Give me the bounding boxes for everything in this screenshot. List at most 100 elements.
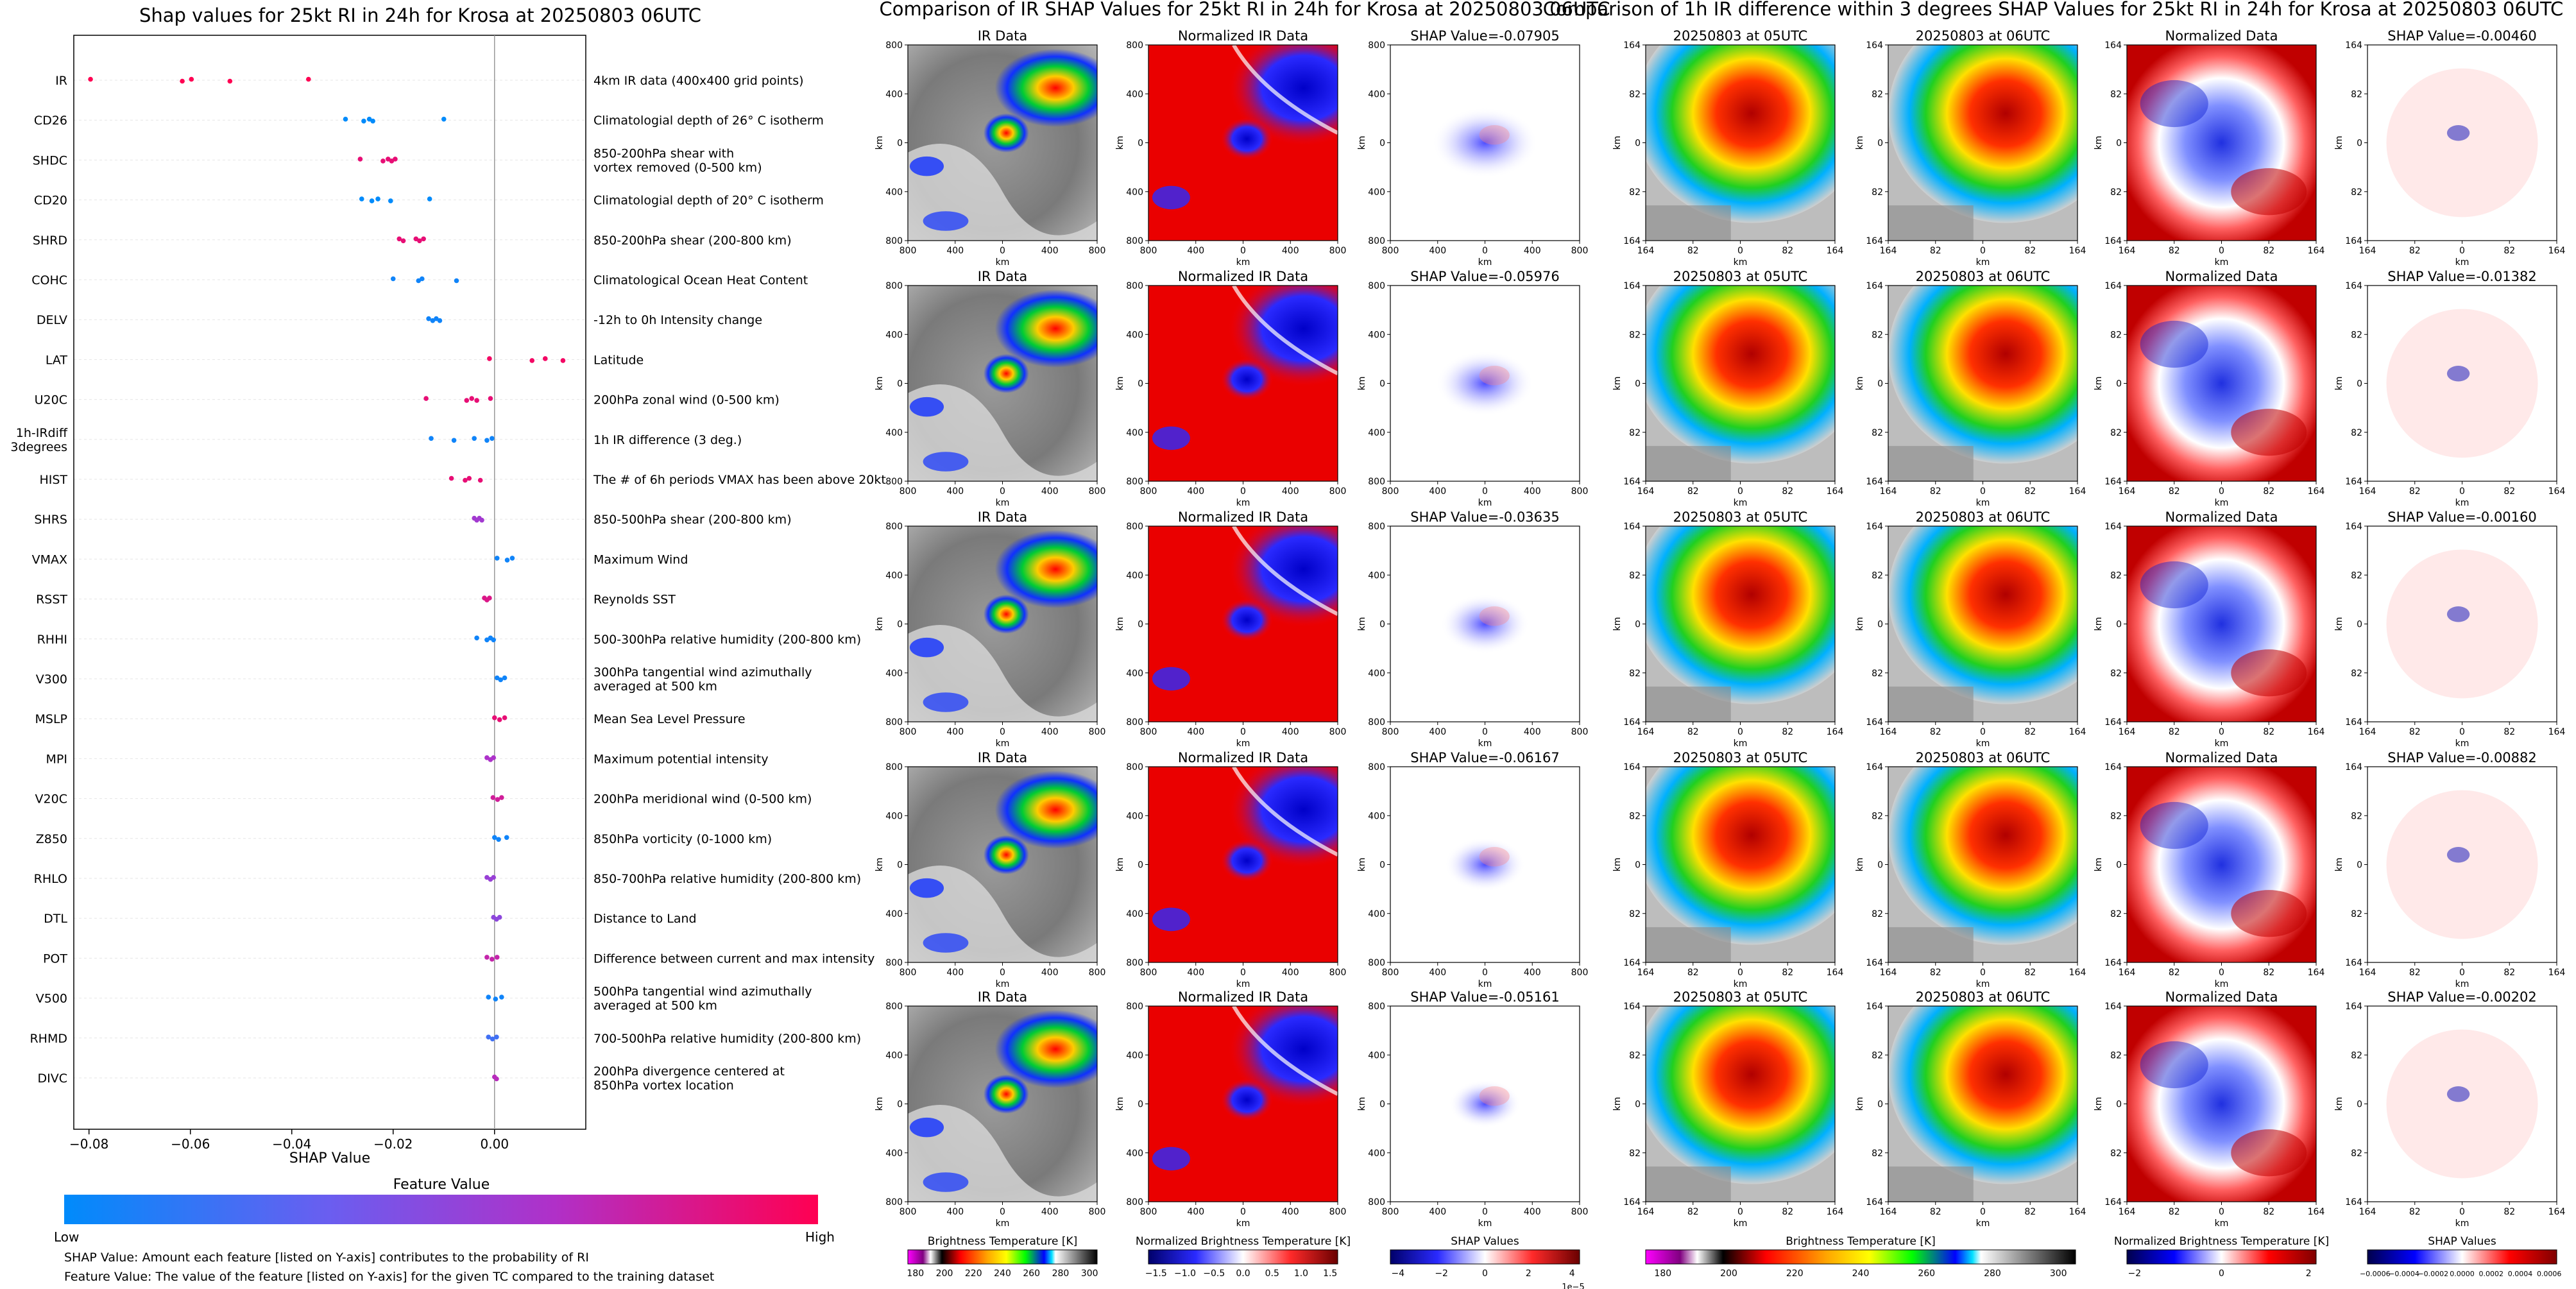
y-tick-label: 400 (885, 330, 903, 340)
x-tick-label: 800 (1140, 727, 1157, 737)
shap-point (441, 116, 447, 122)
panel-title: 20250803 at 05UTC (1673, 269, 1808, 284)
colorbar-tick: −0.5 (1203, 1268, 1225, 1279)
y-tick-label: 800 (885, 522, 903, 532)
x-tick-label: 400 (1524, 1207, 1541, 1217)
y-tick-label: 400 (1368, 428, 1385, 438)
x-tick-label: 400 (946, 486, 964, 497)
y-tick-label: 400 (1126, 89, 1143, 99)
x-tick-label: 0 (1980, 968, 1986, 978)
irdiff-image (1888, 45, 2077, 241)
shap-point (472, 436, 477, 441)
y-tick-label: 164 (1623, 717, 1641, 728)
x-tick-label: 164 (2359, 486, 2376, 497)
feature-name: DELV (37, 313, 67, 327)
y-tick-label: 82 (1629, 909, 1641, 919)
x-axis-label: km (1236, 1218, 1250, 1229)
y-tick-label: 800 (1126, 958, 1143, 968)
feature-description: 700-500hPa relative humidity (200-800 km… (593, 1032, 861, 1046)
y-tick-label: 400 (885, 89, 903, 99)
x-tick-label: 82 (1687, 246, 1699, 256)
shap-point (451, 438, 457, 443)
y-tick-label: 82 (2110, 1050, 2122, 1061)
feature-description: 500-300hPa relative humidity (200-800 km… (593, 633, 861, 647)
legend-note-feature: Feature Value: The value of the feature … (64, 1270, 714, 1284)
y-tick-label: 164 (1623, 40, 1641, 51)
irdiff-colorbars: Brightness Temperature [K] 180 200 220 240 26… (1645, 1235, 2561, 1279)
x-tick-label: 82 (2503, 727, 2515, 737)
shap-point (491, 637, 497, 643)
x-tick-label: 0 (1737, 968, 1743, 978)
normalized-ir-image (1148, 45, 1338, 241)
x-tick-label: 800 (900, 486, 917, 497)
colorbar-tick: 180 (1654, 1268, 1671, 1279)
y-tick-label: 164 (2104, 40, 2122, 51)
x-tick-label: 0 (1240, 246, 1246, 256)
x-tick-label: 400 (946, 1207, 964, 1217)
y-tick-label: 164 (1866, 281, 1883, 291)
x-tick-label: 164 (2548, 246, 2566, 256)
y-tick-label: 0 (2116, 379, 2122, 389)
feature-name: V20C (35, 792, 67, 807)
y-tick-label: 164 (1623, 281, 1641, 291)
x-axis-label: km (2455, 1218, 2469, 1229)
x-tick-label: 400 (1041, 486, 1059, 497)
y-axis-label: km (874, 136, 885, 150)
x-tick-label: 82 (1687, 1207, 1699, 1217)
y-tick-label: 164 (1866, 717, 1883, 728)
x-tick-label: 164 (1637, 486, 1655, 497)
y-tick-label: 164 (2345, 1197, 2362, 1208)
colorbar: Normalized Brightness Temperature [K] −1.… (1136, 1235, 1351, 1279)
x-tick-label: 800 (1089, 486, 1106, 497)
feature-name: CD26 (34, 114, 67, 128)
y-tick-label: 164 (1866, 1002, 1883, 1012)
y-axis-label: km (1115, 617, 1125, 631)
shap-point (361, 118, 366, 124)
y-tick-label: 82 (1629, 187, 1641, 198)
x-axis-label: km (1734, 257, 1748, 268)
shap-point (497, 717, 502, 722)
y-axis-label: km (1855, 1097, 1865, 1111)
x-tick-label: 400 (1187, 968, 1204, 978)
x-tick-label: 800 (1329, 968, 1347, 978)
legend-colorbar (64, 1195, 818, 1224)
x-tick-label: 0 (1980, 727, 1986, 737)
x-tick-label: 800 (1140, 486, 1157, 497)
y-tick-label: 82 (2110, 1148, 2122, 1159)
colorbar-tick: 240 (994, 1268, 1011, 1279)
y-tick-label: 0 (1379, 139, 1385, 149)
y-tick-label: 0 (1379, 1100, 1385, 1110)
x-tick-label: 800 (900, 246, 917, 256)
y-tick-label: 164 (1623, 1197, 1641, 1208)
colorbar-tick: 300 (1081, 1268, 1098, 1279)
x-tick-label: 800 (1382, 246, 1399, 256)
ir-image (908, 767, 1097, 962)
y-axis-label: km (1357, 1097, 1367, 1111)
x-tick-label: 400 (1282, 246, 1299, 256)
y-axis-label: km (1855, 617, 1865, 631)
shap-point (448, 475, 454, 481)
feature-name: SHRD (33, 234, 67, 248)
feature-name: RHMD (30, 1032, 67, 1046)
y-axis-label: km (1612, 136, 1623, 150)
y-tick-label: 82 (2351, 330, 2362, 340)
x-tick-label: 82 (1687, 968, 1699, 978)
y-tick-label: 164 (2104, 281, 2122, 291)
colorbar-strip (2367, 1249, 2557, 1265)
x-tick-label: 800 (1382, 727, 1399, 737)
y-axis-label: km (874, 617, 885, 631)
normalized-ir-image (1148, 526, 1338, 722)
x-tick-label: 800 (1140, 246, 1157, 256)
y-tick-label: 0 (1877, 860, 1883, 871)
colorbar-tick: 2 (2306, 1268, 2312, 1279)
feature-name: U20C (35, 393, 67, 407)
x-tick-label: 82 (2263, 1207, 2274, 1217)
irdiff-image (1646, 767, 1835, 962)
feature-description: Mean Sea Level Pressure (593, 712, 746, 726)
